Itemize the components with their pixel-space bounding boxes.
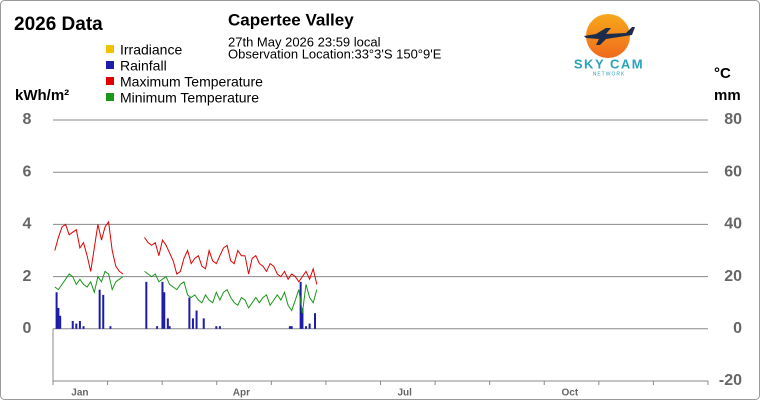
rain-bar — [166, 318, 169, 329]
rain-bar — [145, 281, 148, 329]
x-tick-label: Jan — [71, 388, 88, 399]
y-tick-label: 6 — [23, 163, 32, 180]
rain-bar — [290, 326, 293, 329]
rain-bar — [191, 318, 194, 329]
rain-bar — [301, 307, 304, 329]
rain-bar — [163, 292, 166, 329]
rain-bar — [314, 313, 316, 329]
y-tick-label: 0 — [23, 320, 32, 337]
rain-bar — [299, 281, 302, 329]
logo: SKY CAM NETWORK — [574, 14, 644, 77]
rain-bar — [195, 310, 198, 329]
series-line — [54, 220, 318, 285]
y2-tick-label: 40 — [724, 216, 742, 233]
rain-bar — [75, 323, 78, 329]
y2-axis-label: °C — [714, 65, 731, 82]
y2-tick-label: 0 — [733, 320, 742, 337]
rain-bar — [78, 320, 81, 329]
rain-bar — [218, 326, 221, 329]
rain-bar — [305, 326, 308, 329]
rain-bar — [288, 326, 291, 329]
annotation: 27th May 2026 23:59 local — [228, 34, 381, 49]
annotation: Observation Location:33°3'S 150°9'E — [228, 46, 442, 61]
rain-bar — [168, 326, 171, 329]
x-tick-label: Apr — [233, 388, 250, 399]
x-tick-label: Jul — [397, 388, 412, 399]
x-tick-label: Oct — [561, 388, 578, 399]
chart-title: 2026 Data — [14, 14, 103, 35]
y-tick-label: 8 — [23, 111, 32, 128]
rain-bar — [215, 326, 218, 329]
rain-bar — [55, 292, 58, 329]
legend-label: Rainfall — [120, 58, 167, 74]
legend-swatch — [106, 45, 114, 53]
rain-bar — [161, 281, 164, 329]
rain-bar — [308, 323, 311, 329]
series-line — [54, 270, 318, 314]
legend-swatch — [106, 77, 114, 85]
legend-swatch — [106, 61, 114, 69]
y2-axis-label: mm — [714, 87, 741, 104]
logo-title: SKY CAM — [574, 56, 644, 71]
y2-tick-label: -20 — [719, 372, 742, 389]
y-tick-label: 4 — [23, 216, 32, 233]
y-axis-label: kWh/m² — [15, 87, 69, 104]
y2-tick-label: 20 — [724, 268, 742, 285]
logo-plane — [584, 27, 635, 45]
legend-swatch — [106, 93, 114, 101]
rain-bar — [109, 326, 112, 329]
chart-subtitle: Capertee Valley — [228, 10, 354, 29]
y2-tick-label: 80 — [724, 111, 742, 128]
legend-label: Maximum Temperature — [120, 74, 263, 90]
rain-bar — [98, 289, 101, 329]
rain-bar — [71, 320, 74, 329]
logo-subtitle: NETWORK — [593, 71, 626, 77]
legend-label: Minimum Temperature — [120, 90, 259, 106]
rain-bar — [59, 315, 62, 329]
y2-tick-label: 60 — [724, 163, 742, 180]
rain-bar — [156, 326, 159, 329]
rain-bar — [202, 318, 205, 329]
rain-bar — [102, 294, 105, 329]
y-tick-label: 2 — [23, 268, 32, 285]
rain-bar — [57, 307, 60, 329]
legend-label: Irradiance — [120, 42, 182, 58]
rain-bar — [188, 297, 191, 329]
rain-bar — [82, 326, 85, 329]
